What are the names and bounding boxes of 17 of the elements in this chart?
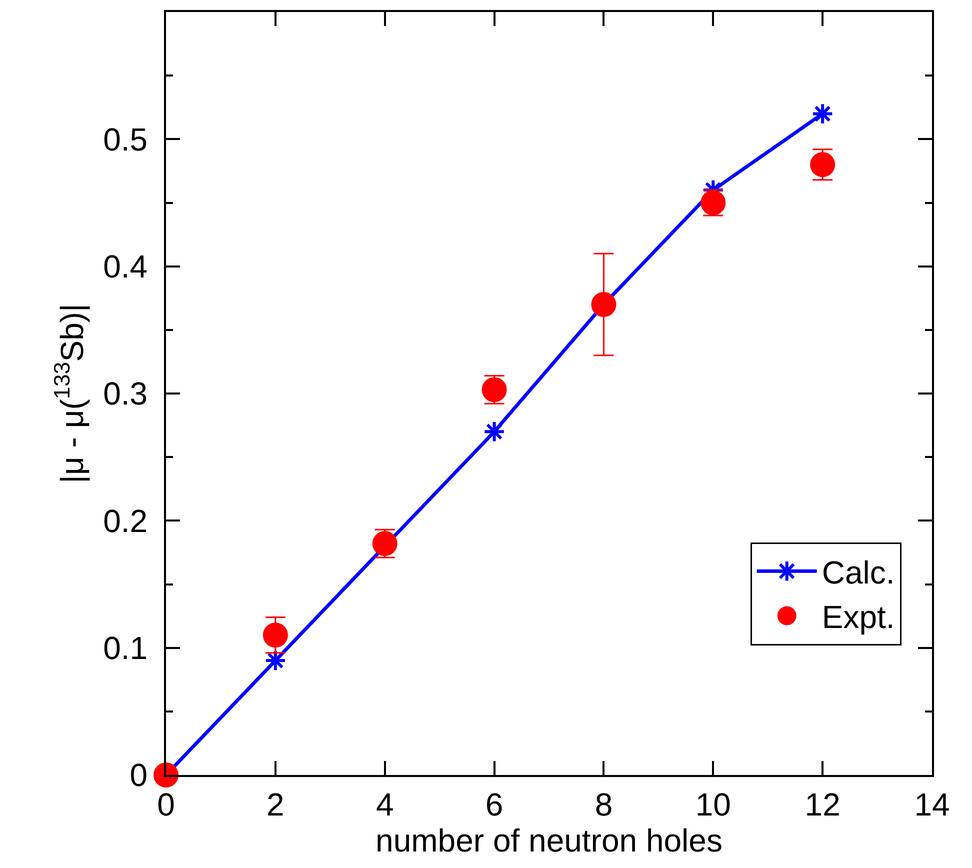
- y-tick-label: 0.4: [103, 248, 148, 285]
- y-tick-label: 0.2: [103, 502, 148, 539]
- x-tick-label: 8: [594, 786, 613, 822]
- x-tick-label: 10: [695, 786, 731, 822]
- x-tick-label: 4: [376, 786, 394, 822]
- legend-label: Expt.: [822, 599, 895, 636]
- y-tick-label: 0: [130, 757, 148, 794]
- x-tick-label: 2: [266, 786, 284, 822]
- x-axis-title: number of neutron holes: [376, 822, 722, 858]
- x-tick-label: 6: [485, 786, 504, 822]
- legend-label: Calc.: [822, 554, 895, 591]
- x-tick-label: 14: [914, 786, 950, 822]
- y-tick-label: 0.1: [103, 630, 148, 666]
- y-tick-label: 0.5: [103, 121, 148, 158]
- x-tick-label: 12: [804, 786, 840, 822]
- x-tick-label: 0: [157, 786, 175, 822]
- y-tick-label: 0.3: [103, 376, 148, 412]
